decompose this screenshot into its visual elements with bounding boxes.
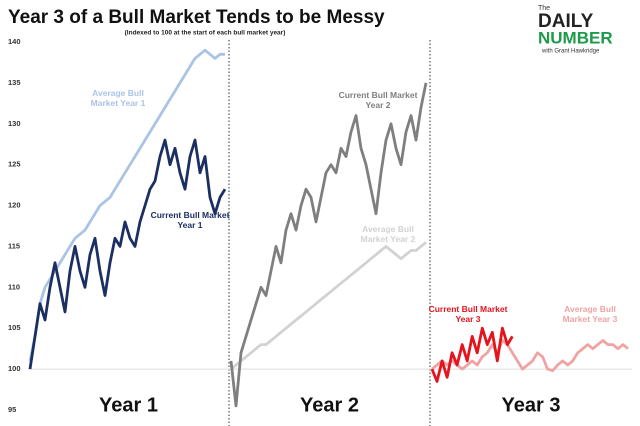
y-tick-label: 135 [8,78,21,87]
series-label: Current Bull Market Year 2 [338,90,418,110]
data-line [229,82,428,408]
chart-title: Year 3 of a Bull Market Tends to be Mess… [8,7,385,28]
y-tick-label: 130 [8,119,21,128]
y-tick-label: 95 [8,405,16,414]
series-label: Average Bull Market Year 3 [562,304,618,324]
logo-text: with Grant Hawkridge [541,49,600,55]
panel-label: Year 2 [300,394,359,416]
y-tick-label: 125 [8,160,21,169]
series-label: Average Bull Market Year 2 [360,224,416,244]
panel-label: Year 1 [99,394,158,416]
series-label: Current Bull Market Year 1 [150,210,230,230]
logo-text: The [538,5,550,12]
logo-text: NUMBER [538,28,613,47]
series-label: Current Bull Market Year 3 [428,304,508,324]
chart-subtitle: (Indexed to 100 at the start of each bul… [125,30,286,37]
data-line [28,138,227,370]
y-tick-label: 110 [8,282,20,291]
data-line [431,339,629,373]
logo-text: DAILY [538,11,594,32]
y-tick-label: 105 [8,323,21,332]
y-tick-label: 100 [8,364,21,373]
data-line [430,326,514,383]
series-label: Average Bull Market Year 1 [90,88,146,108]
y-tick-label: 115 [8,241,20,250]
panel-label: Year 3 [502,394,561,416]
data-line [28,48,225,362]
y-tick-label: 140 [8,37,21,46]
y-tick-label: 120 [8,201,21,210]
data-line [230,241,427,371]
